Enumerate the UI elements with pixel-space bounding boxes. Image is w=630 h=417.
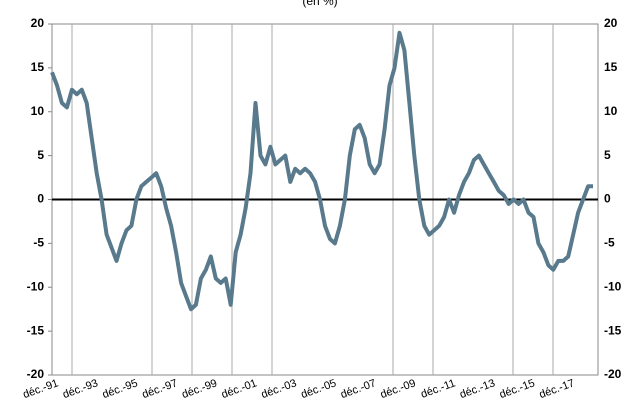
y-tick-label: 20	[31, 16, 45, 30]
x-tick-label: déc.-03	[260, 377, 299, 401]
x-tick-label: déc.-15	[498, 377, 537, 401]
x-tick-label: déc.-99	[180, 377, 219, 401]
y2-tick-label: 0	[604, 192, 611, 206]
x-tick-label: déc.-11	[419, 377, 457, 401]
y-tick-label: 5	[37, 148, 44, 162]
x-tick-label: déc.-93	[61, 377, 100, 401]
x-tick-label: déc.-95	[101, 377, 140, 401]
y-tick-label: -15	[27, 323, 45, 337]
y-tick-label: -5	[33, 236, 44, 250]
y2-tick-label: -10	[604, 279, 622, 293]
y2-tick-label: -5	[604, 236, 615, 250]
y-tick-label: 10	[31, 104, 45, 118]
y2-tick-label: 20	[604, 16, 618, 30]
y2-tick-label: 15	[604, 60, 618, 74]
y-tick-label: -10	[27, 279, 45, 293]
x-tick-label: déc.-97	[141, 377, 180, 401]
x-tick-label: déc.-09	[379, 377, 418, 401]
y2-tick-label: 10	[604, 104, 618, 118]
y-tick-label: 0	[37, 192, 44, 206]
x-tick-label: déc.-01	[220, 377, 259, 401]
x-tick-label: déc.-13	[458, 377, 497, 401]
y-tick-label: 15	[31, 60, 45, 74]
x-tick-label: déc.-17	[538, 377, 577, 401]
x-tick-label: déc.-07	[339, 377, 378, 401]
y2-tick-label: -15	[604, 323, 622, 337]
y2-tick-label: -20	[604, 367, 622, 381]
x-tick-label: déc.-05	[299, 377, 338, 401]
chart-title: (en %)	[302, 0, 337, 8]
y-tick-label: -20	[27, 367, 45, 381]
line-series	[50, 30, 593, 312]
y2-tick-label: 5	[604, 148, 611, 162]
